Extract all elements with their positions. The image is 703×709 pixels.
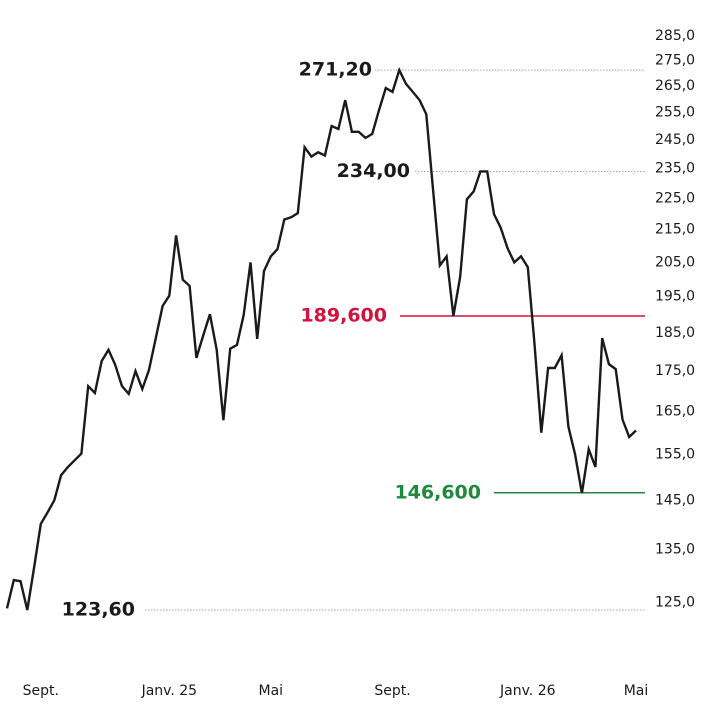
y-tick-label: 245,0 [655, 132, 695, 148]
x-tick-label: Mai [258, 683, 283, 699]
y-tick-label: 255,0 [655, 104, 695, 120]
x-tick-label: Sept. [23, 683, 59, 699]
price-line [5, 66, 637, 611]
y-tick-label: 155,0 [655, 446, 695, 462]
y-tick-label: 275,0 [655, 52, 695, 68]
annotation-label: 189,600 [300, 305, 387, 327]
y-tick-label: 285,0 [655, 28, 695, 44]
x-tick-label: Janv. 25 [141, 683, 198, 699]
y-tick-label: 235,0 [655, 161, 695, 177]
annotation-label: 123,60 [62, 599, 135, 621]
x-tick-label: Sept. [374, 683, 410, 699]
y-tick-label: 205,0 [655, 254, 695, 270]
annotation-label: 146,600 [394, 481, 481, 503]
y-tick-label: 215,0 [655, 222, 695, 238]
y-tick-label: 225,0 [655, 190, 695, 206]
y-tick-label: 135,0 [655, 541, 695, 557]
annotation-label: 271,20 [299, 59, 372, 81]
annotation-label: 234,00 [337, 160, 410, 182]
y-tick-label: 195,0 [655, 289, 695, 305]
y-tick-label: 185,0 [655, 325, 695, 341]
y-tick-label: 175,0 [655, 363, 695, 379]
y-tick-label: 265,0 [655, 78, 695, 94]
x-tick-label: Janv. 26 [499, 683, 556, 699]
y-tick-label: 145,0 [655, 492, 695, 508]
x-tick-label: Mai [624, 683, 649, 699]
y-tick-label: 165,0 [655, 404, 695, 420]
y-tick-label: 125,0 [655, 594, 695, 610]
